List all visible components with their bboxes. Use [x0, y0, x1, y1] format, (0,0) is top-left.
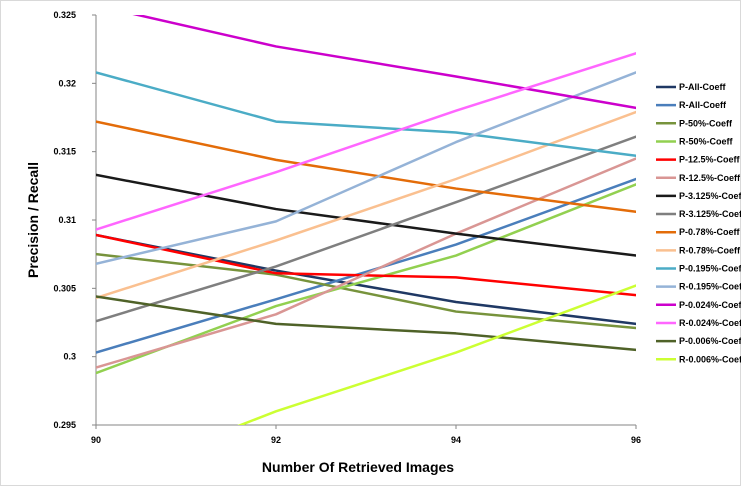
legend-label: R-0.195%-Coeff — [679, 282, 741, 292]
x-tick-labels: 90 92 94 96 — [91, 425, 641, 445]
series-line-r-12-5-coeff — [96, 157, 636, 369]
y-tick-label: 0.315 — [53, 147, 76, 157]
legend-label: R-All-Coeff — [679, 100, 727, 110]
series-line-r-50-coeff — [96, 183, 636, 375]
legend-label: R-0.78%-Coeff — [679, 245, 741, 255]
x-tick-label: 96 — [631, 435, 641, 445]
legend-label: R-50%-Coeff — [679, 136, 734, 146]
legend: P-All-Coeff R-All-Coeff P-50%-Coeff R-50%-C… — [656, 82, 741, 364]
series-line-r-0-006-coeff — [237, 284, 636, 425]
y-tick-label: 0.305 — [53, 283, 76, 293]
series-line-r-all-coeff — [96, 177, 636, 354]
series-line-p-0-195-coeff — [96, 71, 636, 158]
y-axis-title: Precision / Recall — [25, 162, 41, 278]
y-tick-labels: 0.295 0.3 0.305 0.31 0.315 0.32 0.325 — [53, 10, 96, 430]
series-line-p-0-006-coeff — [96, 295, 636, 352]
series-line-r-0-78-coeff — [96, 110, 636, 300]
series-line-r-0-195-coeff — [96, 71, 636, 265]
legend-label: R-0.006%-Coeff — [679, 354, 741, 364]
axes — [95, 15, 636, 426]
x-tick-label: 92 — [271, 435, 281, 445]
series-line-p-0-78-coeff — [96, 120, 636, 214]
series-line-p-0-024-coeff — [132, 15, 636, 110]
legend-label: P-12.5%-Coeff — [679, 155, 741, 165]
legend-label: R-0.024%-Coeff — [679, 318, 741, 328]
legend-label: P-0.195%-Coeff — [679, 264, 741, 274]
y-tick-label: 0.31 — [58, 215, 76, 225]
legend-label: P-3.125%-Coeff — [679, 191, 741, 201]
x-axis-title: Number Of Retrieved Images — [262, 459, 454, 475]
y-tick-label: 0.295 — [53, 420, 76, 430]
legend-label: P-50%-Coeff — [679, 118, 733, 128]
y-tick-label: 0.325 — [53, 10, 76, 20]
legend-label: P-0.024%-Coeff — [679, 300, 741, 310]
series-line-p-3-125-coeff — [96, 173, 636, 257]
y-tick-label: 0.3 — [63, 352, 76, 362]
x-tick-label: 94 — [451, 435, 461, 445]
series-line-r-0-024-coeff — [96, 52, 636, 231]
legend-label: P-All-Coeff — [679, 82, 726, 92]
legend-label: R-12.5%-Coeff — [679, 173, 741, 183]
series-line-p-all-coeff — [96, 233, 636, 326]
y-tick-label: 0.32 — [58, 78, 76, 88]
series-line-r-3-125-coeff — [96, 135, 636, 323]
legend-label: P-0.006%-Coeff — [679, 336, 741, 346]
x-tick-label: 90 — [91, 435, 101, 445]
series-lines — [96, 15, 636, 425]
legend-label: P-0.78%-Coeff — [679, 227, 741, 237]
legend-label: R-3.125%-Coeff — [679, 209, 741, 219]
